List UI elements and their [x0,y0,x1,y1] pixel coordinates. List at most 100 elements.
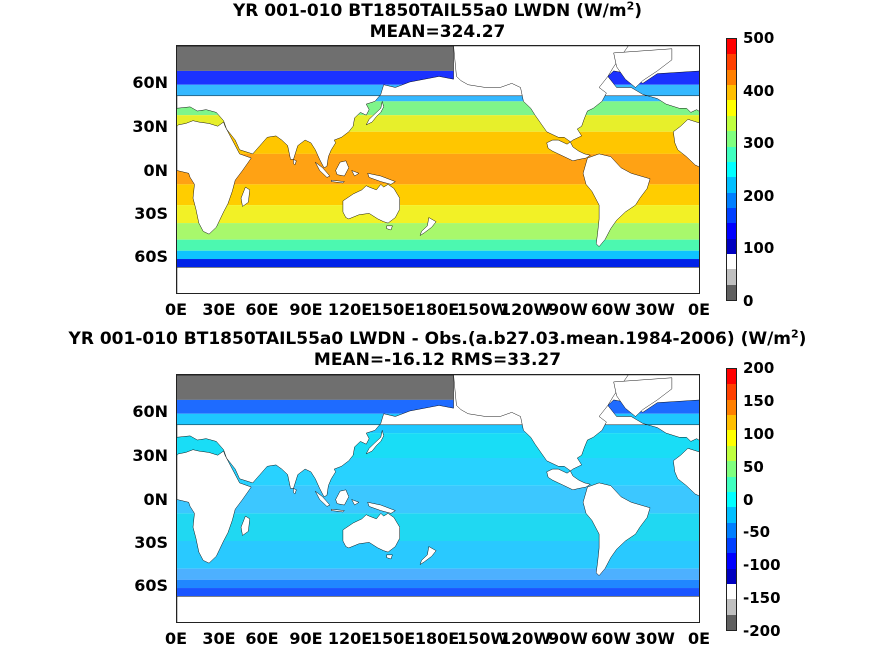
continent-outline [366,430,383,454]
continent-outline [368,502,396,513]
latitude-label: 60N [132,402,168,421]
map-svg [177,46,699,293]
colorbar-segment [727,115,736,132]
colorbar-segment [727,192,736,208]
latitude-label: 30S [134,204,168,223]
continent-outline [583,154,650,247]
longitude-label: 60W [591,629,631,648]
latitude-label: 30N [132,117,168,136]
longitude-label: 90W [548,629,588,648]
colorbar-segment [727,284,736,300]
longitude-label: 30W [635,629,675,648]
colorbar-segment [727,85,736,101]
continent-outline [614,49,672,88]
colorbar-segment [727,599,736,615]
colorbar-tick-label: 100 [743,424,775,443]
colorbar-segment [727,269,736,285]
continent-outline [454,375,629,490]
continent-outline [331,509,344,512]
continent-outline [177,267,699,293]
map-title-text: YR 001-010 BT1850TAIL55a0 LWDN (W/m [232,1,627,21]
latitude-label: 60N [132,73,168,92]
map-subtitle: MEAN=-16.12 RMS=33.27 [313,350,562,370]
ocean-band [177,223,699,240]
latitude-label: 0N [143,490,168,509]
colorbar-segment [727,445,736,462]
continent-outline [583,483,650,576]
longitude-label: 30W [635,300,675,319]
continent-outline [293,488,296,494]
colorbar-tick-label: 0 [743,490,754,509]
colorbar-segment [727,430,736,446]
continent-outline [177,450,251,563]
ocean-band [177,259,699,268]
longitude-label: 90E [289,629,323,648]
colorbar-tick-label: 100 [743,239,775,258]
colorbar-tick-label: 150 [743,391,775,410]
ocean-band [177,541,699,569]
map-svg [177,375,699,622]
colorbar-segment [727,522,736,538]
colorbar-tick-label: 500 [743,29,775,47]
colorbar-segment [727,146,736,162]
colorbar-segment [727,161,736,178]
continent-outline [293,159,296,165]
map-plot [176,374,700,623]
longitude-label: 120E [327,300,373,319]
colorbar-segment [727,254,736,270]
map-title: YR 001-010 BT1850TAIL55a0 LWDN (W/m2) [0,0,875,21]
continent-outline [241,187,250,206]
latitude-label: 0N [143,161,168,180]
colorbar [726,368,737,631]
colorbar-segment [727,415,736,431]
map-plot [176,45,700,294]
colorbar-tick-label: 0 [743,292,754,310]
ocean-band [177,239,699,251]
continent-outline [352,171,359,177]
longitude-label: 60E [245,300,279,319]
continents [177,375,699,622]
continent-outline [454,46,629,161]
colorbar-segment [727,476,736,492]
continent-outline [331,180,344,183]
colorbar-segment [727,238,736,255]
latitude-label: 30N [132,446,168,465]
continent-outline [352,500,359,506]
colorbar-segment [727,461,736,477]
longitude-label: 150E [370,300,416,319]
colorbar-segment [727,54,736,70]
ocean-band [177,588,699,597]
ocean-band [177,250,699,260]
ocean-band [177,579,699,589]
colorbar-segment [727,100,736,116]
longitude-label: 150E [370,629,416,648]
colorbar-segment [727,584,736,600]
longitude-label: 0E [164,300,188,319]
latitude-label: 60S [134,576,168,595]
colorbar-segment [727,614,736,630]
continent-outline [177,121,251,234]
ocean-band [177,205,699,224]
continent-outline [336,161,349,176]
longitude-label: 0E [687,300,711,319]
continent-outline [177,596,699,622]
continent-outline [343,184,400,223]
longitude-label: 0E [687,629,711,648]
longitude-label: 180E [414,629,460,648]
colorbar-segment [727,568,736,585]
colorbar-tick-label: 200 [743,359,775,377]
longitude-label: 0E [164,629,188,648]
longitude-label: 60W [591,300,631,319]
map-title-text: YR 001-010 BT1850TAIL55a0 LWDN - Obs.(a.… [68,329,792,349]
colorbar-segment [727,177,736,193]
continent-outline [387,555,393,559]
map-title-superscript: 2 [626,0,635,13]
map-title-close: ) [798,329,807,349]
colorbar-segment [727,69,736,86]
longitude-label: 120W [500,629,552,648]
colorbar-segment [727,537,736,554]
continent-outline [420,547,436,565]
colorbar-tick-label: 400 [743,81,775,100]
colorbar-segment [727,369,736,385]
ocean-band [177,184,699,206]
